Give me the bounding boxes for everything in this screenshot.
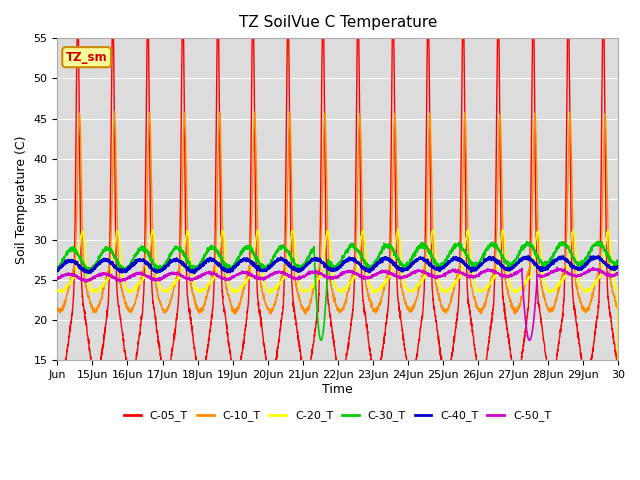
Text: TZ_sm: TZ_sm bbox=[66, 51, 108, 64]
Y-axis label: Soil Temperature (C): Soil Temperature (C) bbox=[15, 135, 28, 264]
X-axis label: Time: Time bbox=[323, 383, 353, 396]
Legend: C-05_T, C-10_T, C-20_T, C-30_T, C-40_T, C-50_T: C-05_T, C-10_T, C-20_T, C-30_T, C-40_T, … bbox=[120, 406, 556, 426]
Title: TZ SoilVue C Temperature: TZ SoilVue C Temperature bbox=[239, 15, 437, 30]
